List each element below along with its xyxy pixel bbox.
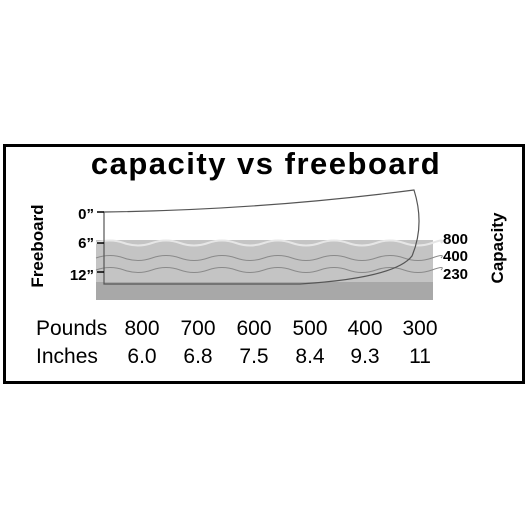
depth-label-12: 12” [70, 267, 94, 284]
inches-value: 6.0 [127, 345, 156, 368]
inches-value: 6.8 [183, 345, 212, 368]
capacity-label-800: 800 [443, 231, 468, 248]
pounds-value: 700 [180, 317, 215, 340]
pounds-value: 500 [292, 317, 327, 340]
capacity-axis-label: Capacity [488, 212, 507, 283]
pounds-value: 600 [236, 317, 271, 340]
depth-label-0: 0” [78, 206, 94, 223]
inches-value: 11 [409, 345, 431, 368]
waterline-400 [95, 255, 443, 261]
waterline-230 [95, 267, 443, 273]
inches-value: 7.5 [239, 345, 268, 368]
pounds-value: 800 [124, 317, 159, 340]
diagram-title: capacity vs freeboard [90, 146, 442, 181]
capacity-label-400: 400 [443, 248, 468, 265]
pounds-value: 400 [347, 317, 382, 340]
inches-value: 9.3 [350, 345, 379, 368]
deep-water-area [96, 282, 433, 300]
capacity-label-230: 230 [443, 266, 468, 283]
pounds-value: 300 [402, 317, 437, 340]
freeboard-axis-label: Freeboard [28, 204, 47, 287]
inches-row-label: Inches [36, 345, 98, 368]
pounds-row-label: Pounds [36, 317, 107, 340]
depth-label-6: 6” [78, 235, 94, 252]
hull-outline [103, 189, 420, 285]
waterline-800 [95, 239, 444, 247]
inches-value: 8.4 [295, 345, 325, 368]
